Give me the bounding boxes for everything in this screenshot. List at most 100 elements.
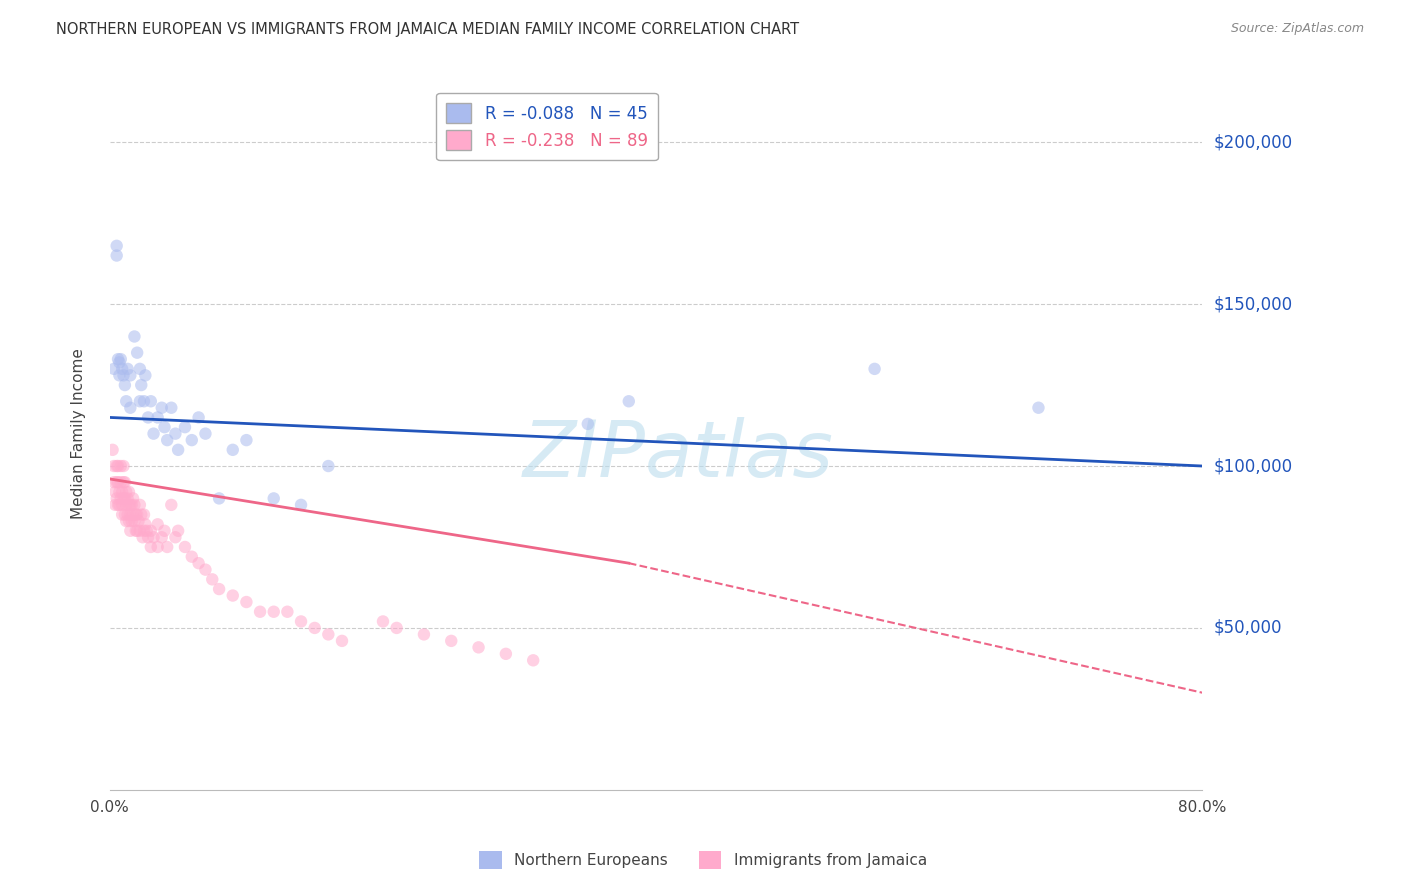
Point [117,362,139,376]
Point [249,605,271,619]
Point [122,508,145,522]
Point [139,524,162,538]
Legend: R = -0.088   N = 45, R = -0.238   N = 89: R = -0.088 N = 45, R = -0.238 N = 89 [436,93,658,161]
Point [128,498,150,512]
Point [124,329,146,343]
Point [111,362,134,376]
Point [129,378,152,392]
Point [208,582,231,596]
Text: NORTHERN EUROPEAN VS IMMIGRANTS FROM JAMAICA MEDIAN FAMILY INCOME CORRELATION CH: NORTHERN EUROPEAN VS IMMIGRANTS FROM JAM… [56,22,800,37]
Text: $50,000: $50,000 [1213,619,1282,637]
Point [146,410,169,425]
Point [385,621,408,635]
Point [167,442,190,457]
Point [222,589,245,603]
Point [108,355,131,369]
Point [174,540,197,554]
Point [160,498,183,512]
Point [120,401,142,415]
Text: $200,000: $200,000 [1213,133,1292,152]
Point [135,524,157,538]
Point [318,458,340,473]
Point [120,368,142,383]
Point [112,458,135,473]
Point [103,458,125,473]
Point [165,530,187,544]
Point [129,508,152,522]
Point [108,368,131,383]
Point [263,491,285,506]
Point [128,394,150,409]
Point [1028,401,1050,415]
Point [127,345,149,359]
Point [142,426,165,441]
Point [150,530,173,544]
Text: $100,000: $100,000 [1213,457,1292,475]
Text: Source: ZipAtlas.com: Source: ZipAtlas.com [1230,22,1364,36]
Point [111,484,134,499]
Point [120,508,142,522]
Point [156,433,179,447]
Text: ZIPatlas: ZIPatlas [523,417,834,493]
Point [112,491,135,506]
Point [103,362,125,376]
Point [330,633,353,648]
Point [117,491,139,506]
Point [128,514,150,528]
Y-axis label: Median Family Income: Median Family Income [72,348,86,519]
Point [863,362,886,376]
Point [146,540,169,554]
Point [128,524,150,538]
Point [124,514,146,528]
Point [120,524,142,538]
Point [127,524,149,538]
Point [110,458,132,473]
Point [153,420,176,434]
Text: $150,000: $150,000 [1213,295,1292,313]
Point [134,368,156,383]
Point [576,417,599,431]
Point [165,426,187,441]
Point [118,514,141,528]
Point [117,508,139,522]
Point [467,640,489,655]
Point [121,498,143,512]
Point [122,491,145,506]
Point [208,491,231,506]
Point [107,352,129,367]
Point [156,540,179,554]
Point [290,615,312,629]
Point [105,475,128,490]
Point [194,563,217,577]
Point [105,458,128,473]
Point [235,595,257,609]
Point [413,627,436,641]
Point [125,508,148,522]
Point [617,394,640,409]
Point [128,362,150,376]
Point [167,524,190,538]
Point [118,484,141,499]
Point [194,426,217,441]
Point [114,378,136,392]
Point [115,498,138,512]
Point [131,530,153,544]
Point [146,517,169,532]
Point [105,239,128,253]
Point [114,475,136,490]
Point [139,540,162,554]
Point [115,514,138,528]
Legend: Northern Europeans, Immigrants from Jamaica: Northern Europeans, Immigrants from Jama… [472,845,934,875]
Point [132,508,155,522]
Point [132,524,155,538]
Point [104,484,127,499]
Point [101,442,124,457]
Point [290,498,312,512]
Point [276,605,298,619]
Point [110,491,132,506]
Point [174,420,197,434]
Point [522,653,544,667]
Point [160,401,183,415]
Point [112,475,135,490]
Point [139,394,162,409]
